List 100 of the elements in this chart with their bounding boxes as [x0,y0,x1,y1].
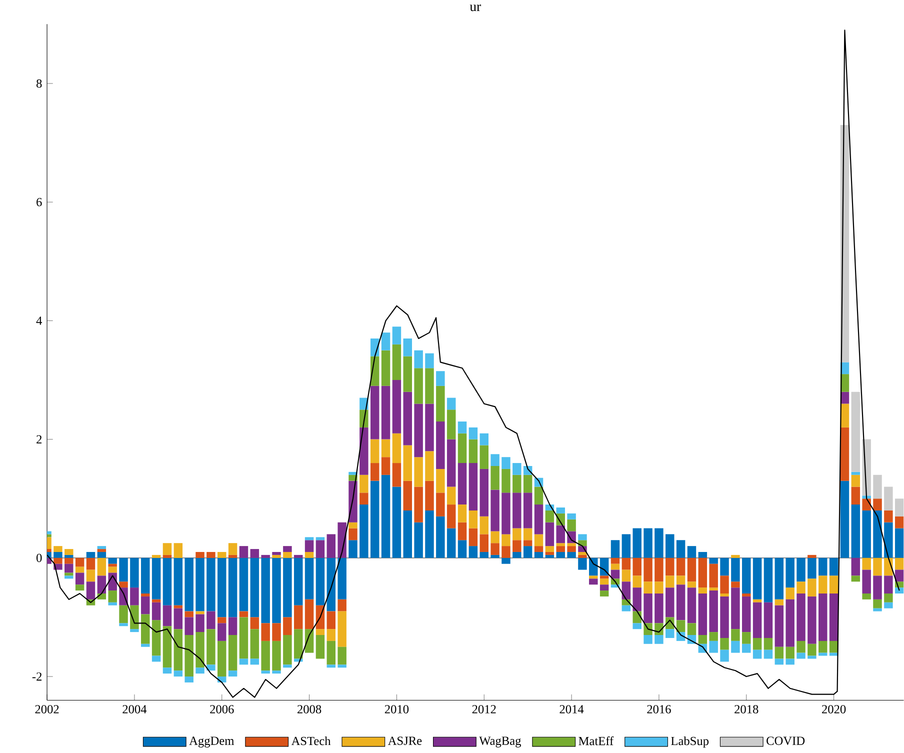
bar [851,392,860,472]
bar [796,652,806,659]
bar [610,570,620,579]
bar [502,457,510,470]
bar [829,576,838,594]
bar [97,552,106,558]
bar [490,490,500,532]
bar [808,555,816,558]
bar [720,558,729,576]
bar [130,606,139,630]
bar [774,600,784,606]
bar [698,588,708,594]
bar [698,558,708,588]
bar [108,566,117,573]
bar [818,576,828,594]
legend-label: AggDem [189,736,234,748]
bar [512,463,522,476]
bar [436,492,445,517]
bar [141,644,150,648]
bar [184,617,194,636]
bar [64,558,74,564]
bar [632,576,642,588]
bar [196,632,204,668]
bar [119,582,128,588]
bar [698,635,708,644]
y-tick-label: 0 [36,554,42,562]
bar [338,647,346,665]
bar [752,558,762,600]
bar [272,552,281,556]
bar [829,594,838,642]
bar [829,558,838,576]
bar [523,546,532,558]
bar [502,534,510,546]
bar [54,558,62,564]
bar [654,635,664,644]
bar [370,386,380,440]
bar [64,576,74,579]
bar [851,558,860,576]
bar [818,558,828,576]
bar [774,647,784,659]
bar [622,558,631,570]
bar [338,664,346,668]
bar [283,558,292,618]
bar [403,392,412,446]
bar [610,540,620,558]
bar [873,498,882,511]
bar [742,644,751,653]
bar [108,558,117,564]
x-tick-label: 2008 [298,705,322,714]
bar [818,594,828,642]
y-tick-label: 2 [36,435,42,444]
bar [392,380,402,434]
bar [108,602,117,606]
bar [304,540,314,552]
bar [873,600,882,609]
bar [174,558,183,606]
bar [272,623,281,642]
bar [446,440,456,487]
bar [556,552,565,558]
bar [436,386,445,422]
bar [304,600,314,630]
bar [862,510,871,558]
bar [731,629,740,642]
bar [556,546,565,552]
bar [97,576,106,594]
bar [218,617,226,624]
bar [152,620,161,656]
bar [86,552,96,558]
chart-title: ur [470,4,481,12]
bar [326,534,336,558]
bar [851,576,860,582]
bar [851,486,860,505]
bar [764,638,773,650]
bar [218,641,226,677]
bar [720,638,729,650]
bar [414,522,423,558]
y-tick-label: -2 [32,672,42,681]
bar [796,641,806,653]
bar [97,546,106,550]
bar [534,486,544,505]
bar [184,635,194,677]
bar [894,528,904,558]
bar [283,552,292,558]
bar [360,475,368,493]
bar [316,540,325,558]
bar [873,510,882,558]
bar [75,558,84,567]
bar [196,558,204,612]
legend-label: ASTech [291,736,331,746]
bar [64,564,74,573]
bar [512,528,522,540]
bar [851,475,860,487]
bar [600,576,609,579]
bar [250,617,260,630]
bar [206,611,216,630]
bar [283,635,292,665]
bar [666,629,674,638]
bar [414,404,423,458]
bar [720,596,729,638]
bar [468,528,478,546]
